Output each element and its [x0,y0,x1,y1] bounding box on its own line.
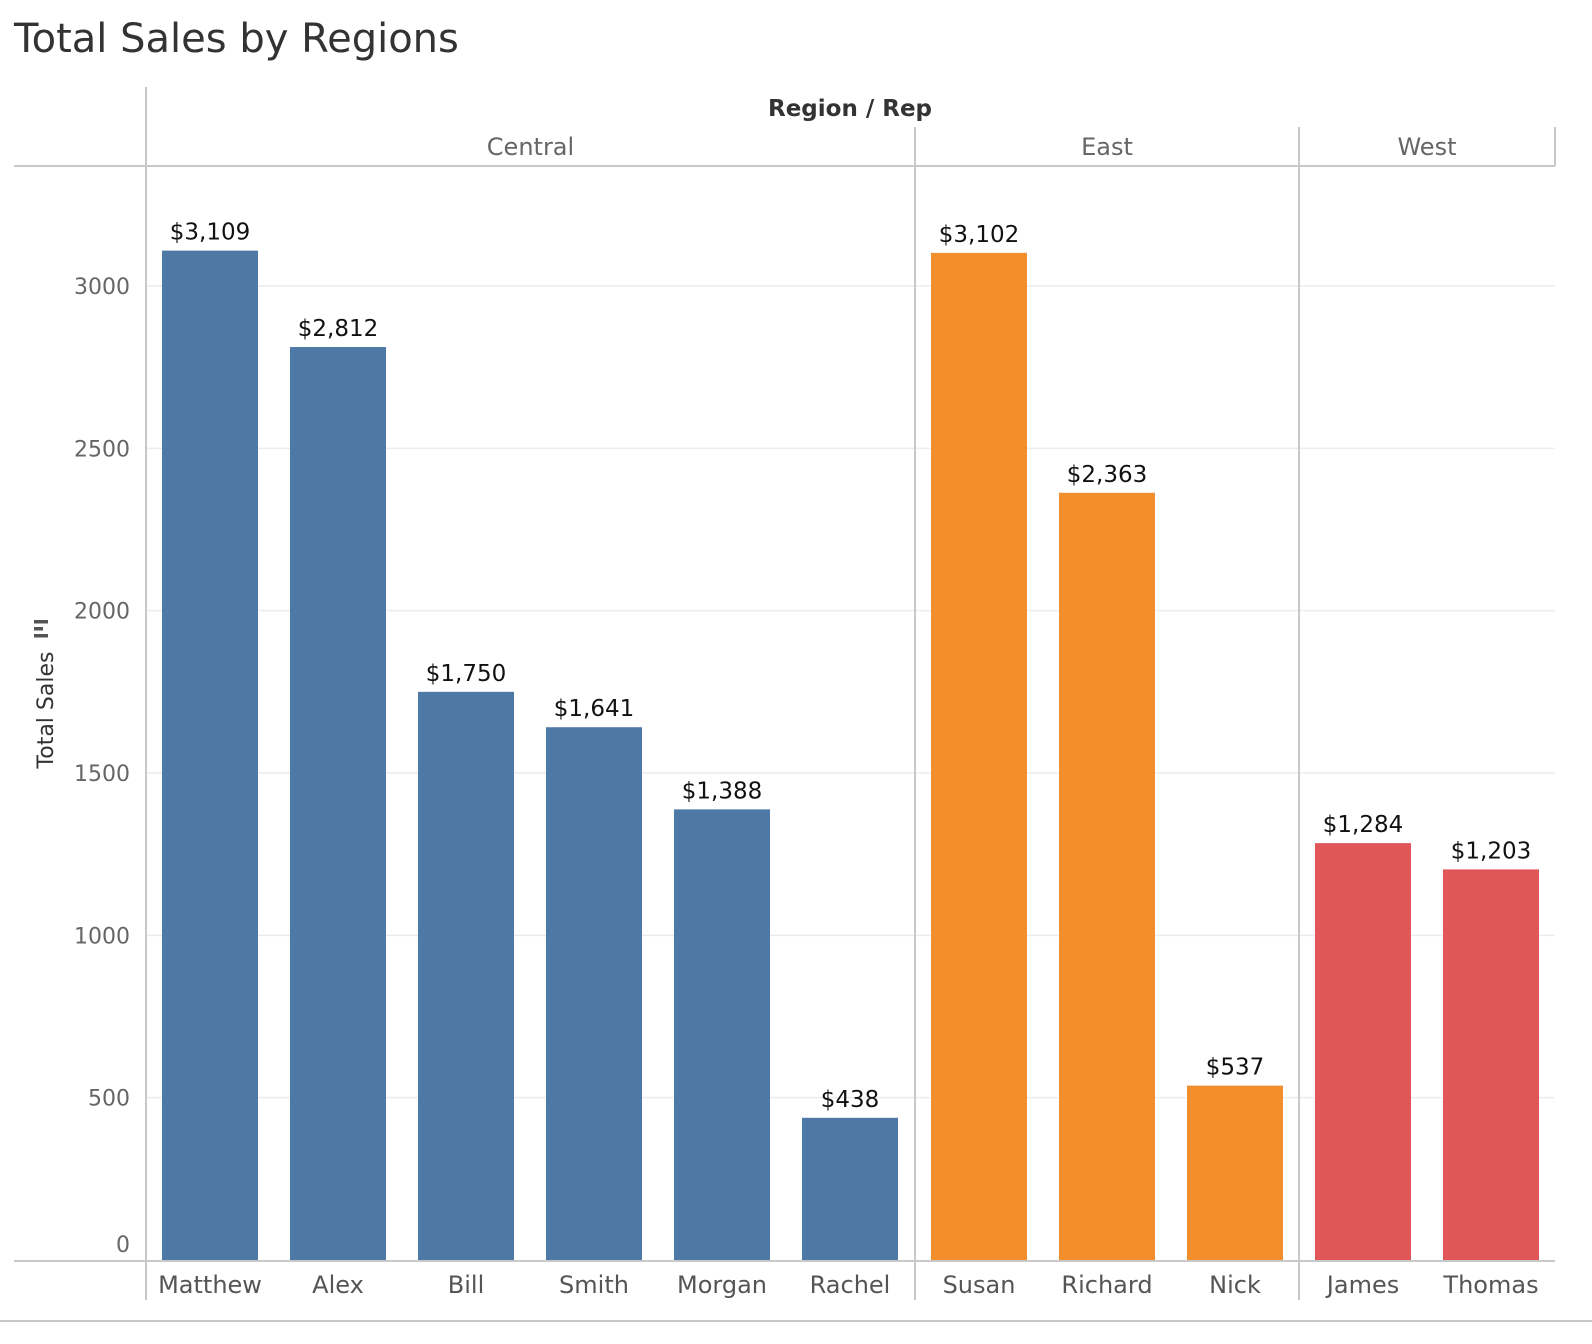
y-tick-label: 2000 [74,600,130,625]
bar [1443,869,1539,1260]
y-tick-label: 1500 [74,762,130,787]
x-tick-label: James [1325,1271,1399,1299]
x-tick-label: Richard [1061,1271,1152,1299]
data-label: $3,109 [170,220,250,246]
x-tick-label: Nick [1209,1271,1261,1299]
data-label: $3,102 [939,222,1019,248]
bar [290,347,386,1260]
data-label: $1,203 [1451,838,1531,864]
x-tick-label: Bill [448,1271,484,1299]
x-tick-label: Susan [943,1271,1016,1299]
sort-icon [34,634,48,638]
data-label: $1,388 [682,778,762,804]
bar [931,252,1027,1260]
bar [162,250,258,1260]
bar [674,809,770,1260]
data-label: $438 [821,1087,880,1113]
sort-icon [34,620,48,624]
y-tick-label: 1000 [74,924,130,949]
data-label: $1,641 [554,696,634,722]
x-tick-label: Smith [559,1271,629,1299]
region-label: Central [487,133,574,161]
y-tick-label: 500 [88,1087,130,1112]
bar [1187,1085,1283,1260]
data-label: $537 [1206,1055,1265,1081]
chart-title: Total Sales by Regions [14,16,459,62]
x-tick-label: Matthew [158,1271,262,1299]
x-tick-label: Alex [312,1271,364,1299]
y-tick-label: 3000 [74,275,130,300]
bar [1315,843,1411,1260]
bar [546,727,642,1260]
x-tick-label: Morgan [677,1271,767,1299]
y-axis-title: Total Sales [34,652,59,770]
sort-icon [34,627,43,631]
y-tick-label: 2500 [74,437,130,462]
y-tick-label: 0 [116,1233,130,1258]
data-label: $1,750 [426,661,506,687]
header-label: Region / Rep [768,96,932,122]
data-label: $2,363 [1067,462,1147,488]
x-tick-label: Thomas [1442,1271,1538,1299]
bar [418,691,514,1260]
data-label: $1,284 [1323,812,1403,838]
region-label: East [1081,133,1133,161]
bar [802,1117,898,1260]
bar [1059,492,1155,1261]
region-label: West [1397,133,1456,161]
x-tick-label: Rachel [810,1271,891,1299]
data-label: $2,812 [298,316,378,342]
